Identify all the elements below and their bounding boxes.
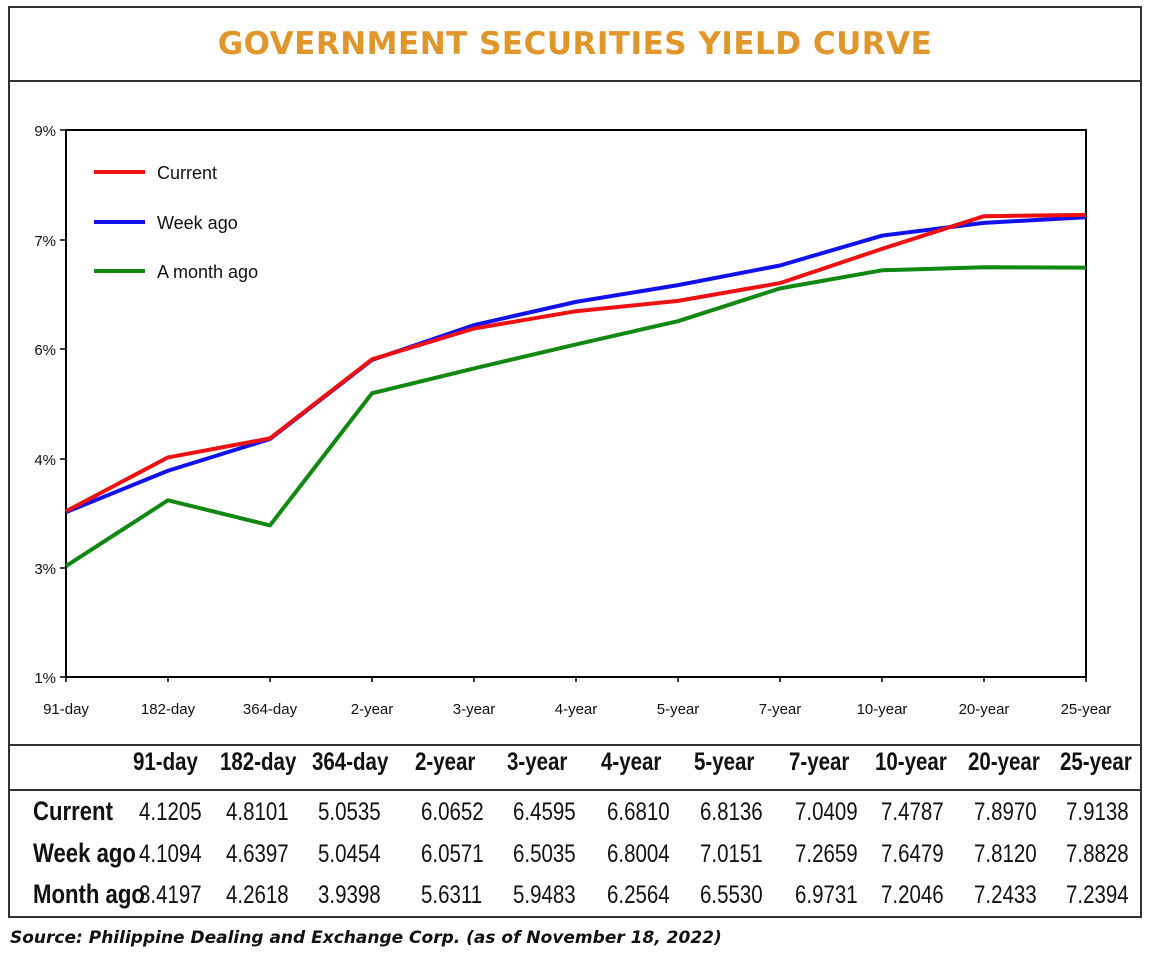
legend-label: A month ago (157, 262, 258, 282)
table-header-cell: 4-year (601, 748, 662, 776)
table-cell: 7.8970 (974, 798, 1037, 826)
series-line-a-month-ago (64, 265, 1087, 568)
title-band: GOVERNMENT SECURITIES YIELD CURVE (10, 8, 1140, 82)
table-cell: 5.0454 (318, 840, 381, 868)
table-cell: 3.4197 (139, 881, 202, 909)
y-tick-label: 9% (34, 123, 56, 140)
y-tick-label: 4% (34, 452, 56, 469)
table-cell: 7.0409 (795, 798, 858, 826)
table-cell: 7.0151 (700, 840, 763, 868)
y-tick-label: 6% (34, 342, 56, 359)
table-header-cell: 20-year (968, 748, 1040, 776)
table-cell: 3.9398 (318, 881, 381, 909)
table-cell: 6.4595 (513, 798, 576, 826)
x-tick-label: 91-day (43, 701, 89, 718)
table-header-cell: 25-year (1060, 748, 1132, 776)
x-tick-label: 182-day (141, 701, 196, 718)
table-cell: 7.2394 (1066, 881, 1129, 909)
table-cell: 7.4787 (881, 798, 944, 826)
x-tick-label: 3-year (453, 701, 496, 718)
table-cell: 4.2618 (226, 881, 289, 909)
x-tick-label: 20-year (959, 701, 1010, 718)
x-tick-label: 364-day (243, 701, 298, 718)
series-line-week-ago (65, 215, 1087, 515)
table-cell: 5.0535 (318, 798, 381, 826)
table-header-cell: 3-year (507, 748, 568, 776)
x-tick-label: 4-year (555, 701, 598, 718)
table-header-cell: 7-year (789, 748, 850, 776)
table-cell: 6.9731 (795, 881, 858, 909)
table-cell: 4.1205 (139, 798, 202, 826)
table-top-divider (10, 744, 1142, 746)
table-row-label: Month ago (33, 879, 145, 909)
y-tick-label: 7% (34, 233, 56, 250)
table-cell: 5.9483 (513, 881, 576, 909)
x-tick-label: 2-year (351, 701, 394, 718)
table-cell: 4.1094 (139, 840, 202, 868)
table-cell: 6.0571 (421, 840, 484, 868)
y-tick-label: 3% (34, 561, 56, 578)
table-header-divider (10, 789, 1142, 791)
table-header-cell: 364-day (312, 748, 389, 776)
table-cell: 7.6479 (881, 840, 944, 868)
yield-curve-chart: 1% 3% 4% 6% 7% 9% 91-day 182-day 364-day 2-year 3-… (34, 123, 1112, 718)
table-cell: 4.8101 (226, 798, 289, 826)
table-cell: 6.5530 (700, 881, 763, 909)
table-header-cell: 182-day (220, 748, 297, 776)
y-tick-label: 1% (34, 670, 56, 687)
table-cell: 6.2564 (607, 881, 670, 909)
chart-title: GOVERNMENT SECURITIES YIELD CURVE (217, 26, 933, 62)
table-cell: 7.8120 (974, 840, 1037, 868)
table-cell: 6.0652 (421, 798, 484, 826)
table-cell: 7.2433 (974, 881, 1037, 909)
table-cell: 7.9138 (1066, 798, 1129, 826)
table-cell: 6.5035 (513, 840, 576, 868)
table-row-label: Week ago (33, 838, 136, 868)
x-tick-label: 5-year (657, 701, 700, 718)
table-cell: 7.2046 (881, 881, 944, 909)
table-cell: 6.8136 (700, 798, 763, 826)
table-row-label: Current (33, 796, 113, 826)
table-cell: 5.6311 (421, 881, 483, 909)
table-cell: 7.2659 (795, 840, 858, 868)
x-tick-label: 10-year (857, 701, 908, 718)
table-cell: 4.6397 (226, 840, 289, 868)
table-cell: 6.8004 (607, 840, 670, 868)
table-header-cell: 91-day (133, 748, 198, 776)
table-cell: 7.8828 (1066, 840, 1129, 868)
series-line-current (65, 212, 1087, 514)
table-header-cell: 10-year (875, 748, 947, 776)
source-note: Source: Philippine Dealing and Exchange … (10, 928, 722, 948)
x-tick-label: 7-year (759, 701, 802, 718)
legend-label: Current (157, 163, 217, 183)
legend-label: Week ago (157, 213, 238, 233)
table-header-cell: 5-year (694, 748, 755, 776)
table-header-cell: 2-year (415, 748, 476, 776)
table-cell: 6.6810 (607, 798, 670, 826)
x-tick-label: 25-year (1061, 701, 1112, 718)
